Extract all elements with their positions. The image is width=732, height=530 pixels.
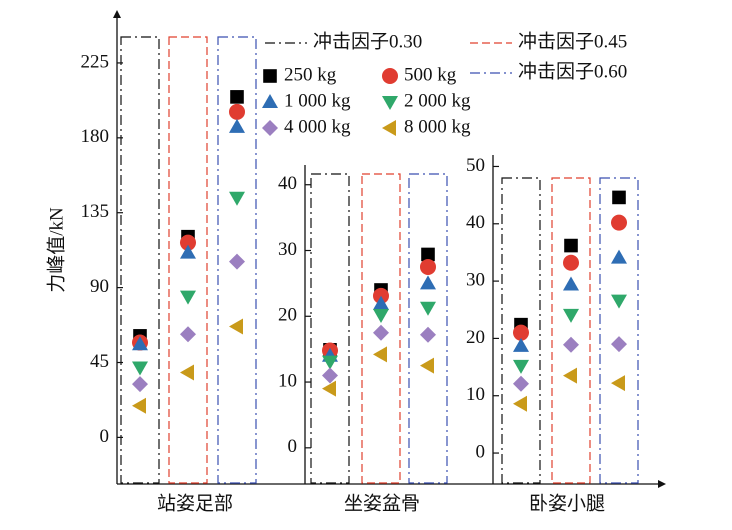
marker — [322, 380, 336, 397]
legend-label: 500 kg — [404, 64, 457, 85]
x-category-label: 卧姿小腿 — [529, 492, 605, 514]
y-tick-label: 135 — [81, 201, 110, 222]
impact-frame — [551, 177, 591, 484]
marker — [563, 254, 579, 271]
marker — [611, 294, 627, 309]
marker — [611, 375, 625, 392]
marker — [513, 375, 529, 392]
legend-marker — [263, 69, 277, 83]
marker — [563, 276, 579, 291]
marker — [373, 346, 387, 363]
y-tick-label: 30 — [278, 239, 297, 260]
y-tick-label: 180 — [81, 126, 110, 147]
y-tick-label: 30 — [466, 269, 485, 290]
legend-marker — [382, 96, 398, 110]
x-axis-arrow — [658, 480, 666, 488]
marker — [420, 275, 436, 290]
y-tick-label: 0 — [100, 426, 110, 447]
marker — [611, 249, 627, 264]
marker — [420, 357, 434, 374]
marker — [180, 326, 196, 343]
legend-label: 冲击因子0.60 — [518, 60, 627, 82]
y-tick-label: 20 — [278, 305, 297, 326]
y-tick-label: 90 — [90, 276, 109, 297]
y-tick-label: 10 — [466, 384, 485, 405]
marker — [563, 308, 579, 323]
marker — [612, 190, 626, 205]
impact-frame — [599, 177, 639, 484]
marker — [180, 234, 196, 251]
marker — [322, 355, 338, 370]
marker — [132, 376, 148, 393]
legend-label: 冲击因子0.30 — [313, 30, 422, 52]
marker — [132, 336, 148, 351]
y-tick-label: 45 — [90, 351, 109, 372]
impact-frame — [408, 173, 448, 484]
marker — [420, 301, 436, 316]
legend-marker — [382, 120, 396, 136]
y-tick-label: 20 — [466, 327, 485, 348]
marker — [229, 253, 245, 270]
legend-label: 4 000 kg — [284, 116, 351, 137]
x-category-label: 站姿足部 — [157, 492, 233, 514]
legend-label: 8 000 kg — [404, 116, 471, 137]
marker — [513, 395, 527, 412]
marker — [611, 214, 627, 231]
marker — [420, 326, 436, 343]
marker — [132, 361, 148, 376]
y-axis-label: 力峰值/kN — [45, 207, 67, 293]
marker — [611, 336, 627, 353]
marker — [420, 258, 436, 275]
marker — [132, 397, 146, 414]
marker — [563, 336, 579, 353]
legend-label: 2 000 kg — [404, 90, 471, 111]
y-tick-label: 0 — [476, 441, 486, 462]
impact-frame — [217, 36, 257, 484]
marker — [563, 367, 577, 384]
y-axis-arrow — [113, 10, 121, 18]
legend-marker — [262, 120, 278, 136]
impact-frame — [168, 36, 208, 484]
legend-label: 1 000 kg — [284, 90, 351, 111]
x-category-label: 坐姿盆骨 — [344, 492, 420, 514]
marker — [180, 244, 196, 259]
marker — [230, 90, 244, 104]
impact-frame — [310, 173, 350, 484]
legend-label: 250 kg — [284, 64, 337, 85]
y-tick-label: 40 — [466, 212, 485, 233]
marker — [513, 337, 529, 352]
legend-marker — [382, 68, 398, 84]
impact-frame — [361, 173, 401, 484]
y-tick-label: 50 — [466, 155, 485, 176]
marker — [229, 191, 245, 206]
marker — [373, 295, 389, 310]
impact-frame — [501, 177, 541, 484]
marker — [180, 364, 194, 381]
impact-frame — [120, 36, 160, 484]
legend-label: 冲击因子0.45 — [518, 30, 627, 52]
y-tick-label: 40 — [278, 173, 297, 194]
marker — [322, 367, 338, 384]
legend-marker — [262, 94, 278, 108]
marker — [373, 324, 389, 341]
marker — [513, 324, 529, 341]
y-tick-label: 10 — [278, 370, 297, 391]
marker — [180, 290, 196, 305]
marker — [229, 103, 245, 120]
y-tick-label: 225 — [81, 51, 110, 72]
marker — [564, 238, 578, 253]
marker — [513, 359, 529, 374]
marker — [373, 308, 389, 323]
marker — [229, 118, 245, 133]
marker — [421, 247, 435, 262]
marker — [229, 318, 243, 335]
y-tick-label: 0 — [288, 436, 298, 457]
